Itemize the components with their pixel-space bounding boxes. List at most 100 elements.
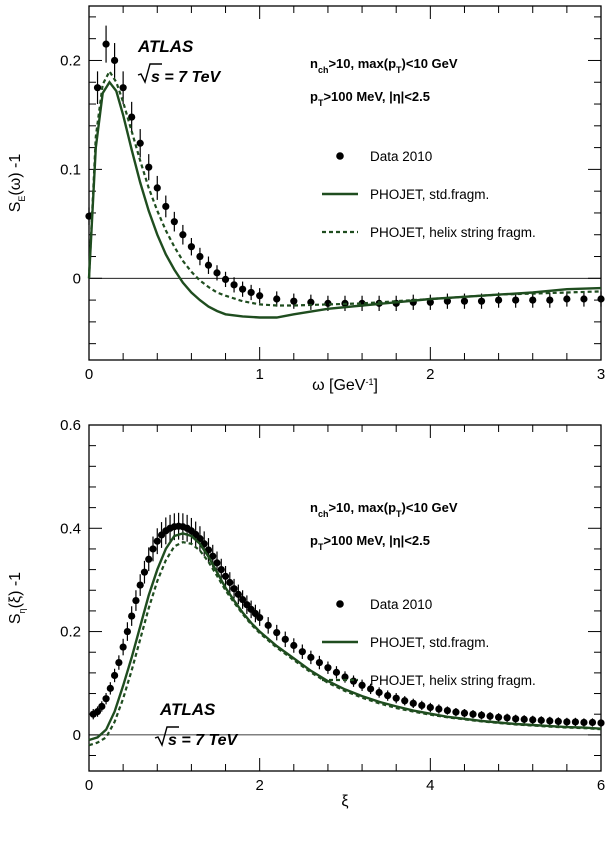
data-point (512, 715, 520, 723)
y-tick-label: 0.1 (60, 161, 81, 178)
data-point (247, 288, 255, 297)
cut-gev: )<10 GeV (402, 56, 458, 71)
data-point (221, 572, 230, 580)
data-point (332, 668, 341, 676)
x-tick-label: 4 (426, 777, 434, 794)
x-tick-label: 3 (597, 366, 605, 383)
data-point (580, 295, 588, 303)
data-point (520, 715, 528, 723)
data-point (290, 641, 298, 650)
cut-line-1: nch>10, max(pT)<10 GeV (310, 500, 458, 519)
x-tick-label: 0 (85, 777, 93, 794)
data-point (123, 627, 131, 636)
phojet-helix-line (87, 69, 602, 307)
data-point (136, 139, 144, 147)
cut-line-2: pT>100 MeV, |η|<2.5 (310, 533, 430, 552)
data-point (136, 581, 144, 589)
data-point (418, 701, 426, 710)
data-point (102, 40, 110, 48)
data-point (140, 568, 149, 576)
y-axis-label-main: S (7, 202, 24, 213)
data-point (563, 295, 571, 303)
data-point (409, 699, 417, 707)
data-point (187, 243, 195, 251)
data-point (93, 84, 102, 92)
y-tick-label: 0.4 (60, 520, 81, 537)
legend-label: PHOJET, std.fragm. (370, 187, 489, 202)
data-point (106, 684, 114, 692)
cut-t-sub: T (396, 509, 402, 519)
cut-p: p (310, 533, 318, 548)
legend-label: Data 2010 (370, 597, 432, 612)
data-point (149, 545, 157, 553)
sqrt-icon (154, 726, 179, 747)
data-point (221, 275, 230, 283)
data-point (153, 184, 161, 192)
y-tick-label: 0.6 (60, 417, 81, 434)
data-point (102, 695, 110, 703)
data-point (170, 218, 178, 226)
x-tick-label: 2 (255, 777, 263, 794)
y-tick-label: 0.2 (60, 52, 81, 69)
data-point (196, 252, 204, 261)
phojet-helix-line (88, 541, 602, 747)
atlas-label: ATLAS (137, 37, 194, 56)
data-point (85, 212, 93, 220)
data-point (495, 713, 503, 721)
legend-label: Data 2010 (370, 149, 432, 164)
cut-t-sub: T (396, 65, 402, 75)
cut-max: >10, max(p (328, 56, 396, 71)
data-point (512, 296, 520, 304)
y-axis-label: SE(ω) -1 (7, 154, 27, 213)
plot-frame (88, 5, 602, 361)
legend-label: PHOJET, std.fragm. (370, 635, 489, 650)
y-tick-label: 0 (73, 270, 81, 287)
data-point (213, 559, 221, 567)
data-point (209, 552, 217, 560)
legend-label: PHOJET, helix string fragm. (370, 225, 536, 240)
data-point (145, 163, 153, 171)
data-point (264, 621, 272, 629)
data-point (239, 595, 247, 604)
data-point (239, 285, 247, 293)
series-data (89, 512, 605, 728)
data-point (384, 692, 392, 700)
data-point (315, 658, 323, 667)
x-tick-label: 0 (85, 366, 93, 383)
cut-ch-sub: ch (318, 509, 329, 519)
data-point (226, 578, 234, 587)
panel-xi: 0 2 4 6 0 0.2 0.4 0.6 ξ Sη(ξ) -1 Data 2010 PHOJET, … (7, 417, 605, 810)
series-phojet-helix (87, 69, 602, 307)
data-point (571, 718, 580, 726)
x-axis-label: ξ (341, 793, 348, 810)
data-point (234, 590, 242, 598)
y-axis-label-end: (ξ) -1 (7, 572, 24, 609)
data-point (115, 658, 123, 667)
data-point (426, 298, 434, 306)
data-point (469, 710, 477, 718)
data-point (435, 705, 443, 713)
x-tick-label: 1 (255, 366, 263, 383)
data-point (443, 297, 451, 305)
y-axis-label: Sη(ξ) -1 (7, 572, 27, 624)
data-point (230, 585, 238, 593)
data-point (358, 681, 366, 689)
data-point (375, 688, 383, 697)
cut-max: >10, max(p (328, 500, 396, 515)
data-point (273, 629, 281, 637)
cut-eta: >100 MeV, |η|<2.5 (323, 533, 430, 548)
data-point (217, 565, 225, 574)
data-point (580, 718, 588, 727)
data-point (503, 714, 511, 722)
data-point (111, 671, 119, 680)
y-axis-label-end: (ω) -1 (7, 154, 24, 196)
data-point (495, 296, 503, 304)
data-point (230, 281, 238, 289)
data-point (298, 648, 306, 656)
x-axis-label: ω [GeV-1] (312, 377, 378, 394)
x-axis-label-main: ω [GeV (312, 377, 366, 394)
data-point (204, 546, 213, 554)
legend-marker-data (336, 600, 344, 608)
data-point (537, 716, 545, 724)
data-point (145, 555, 153, 563)
